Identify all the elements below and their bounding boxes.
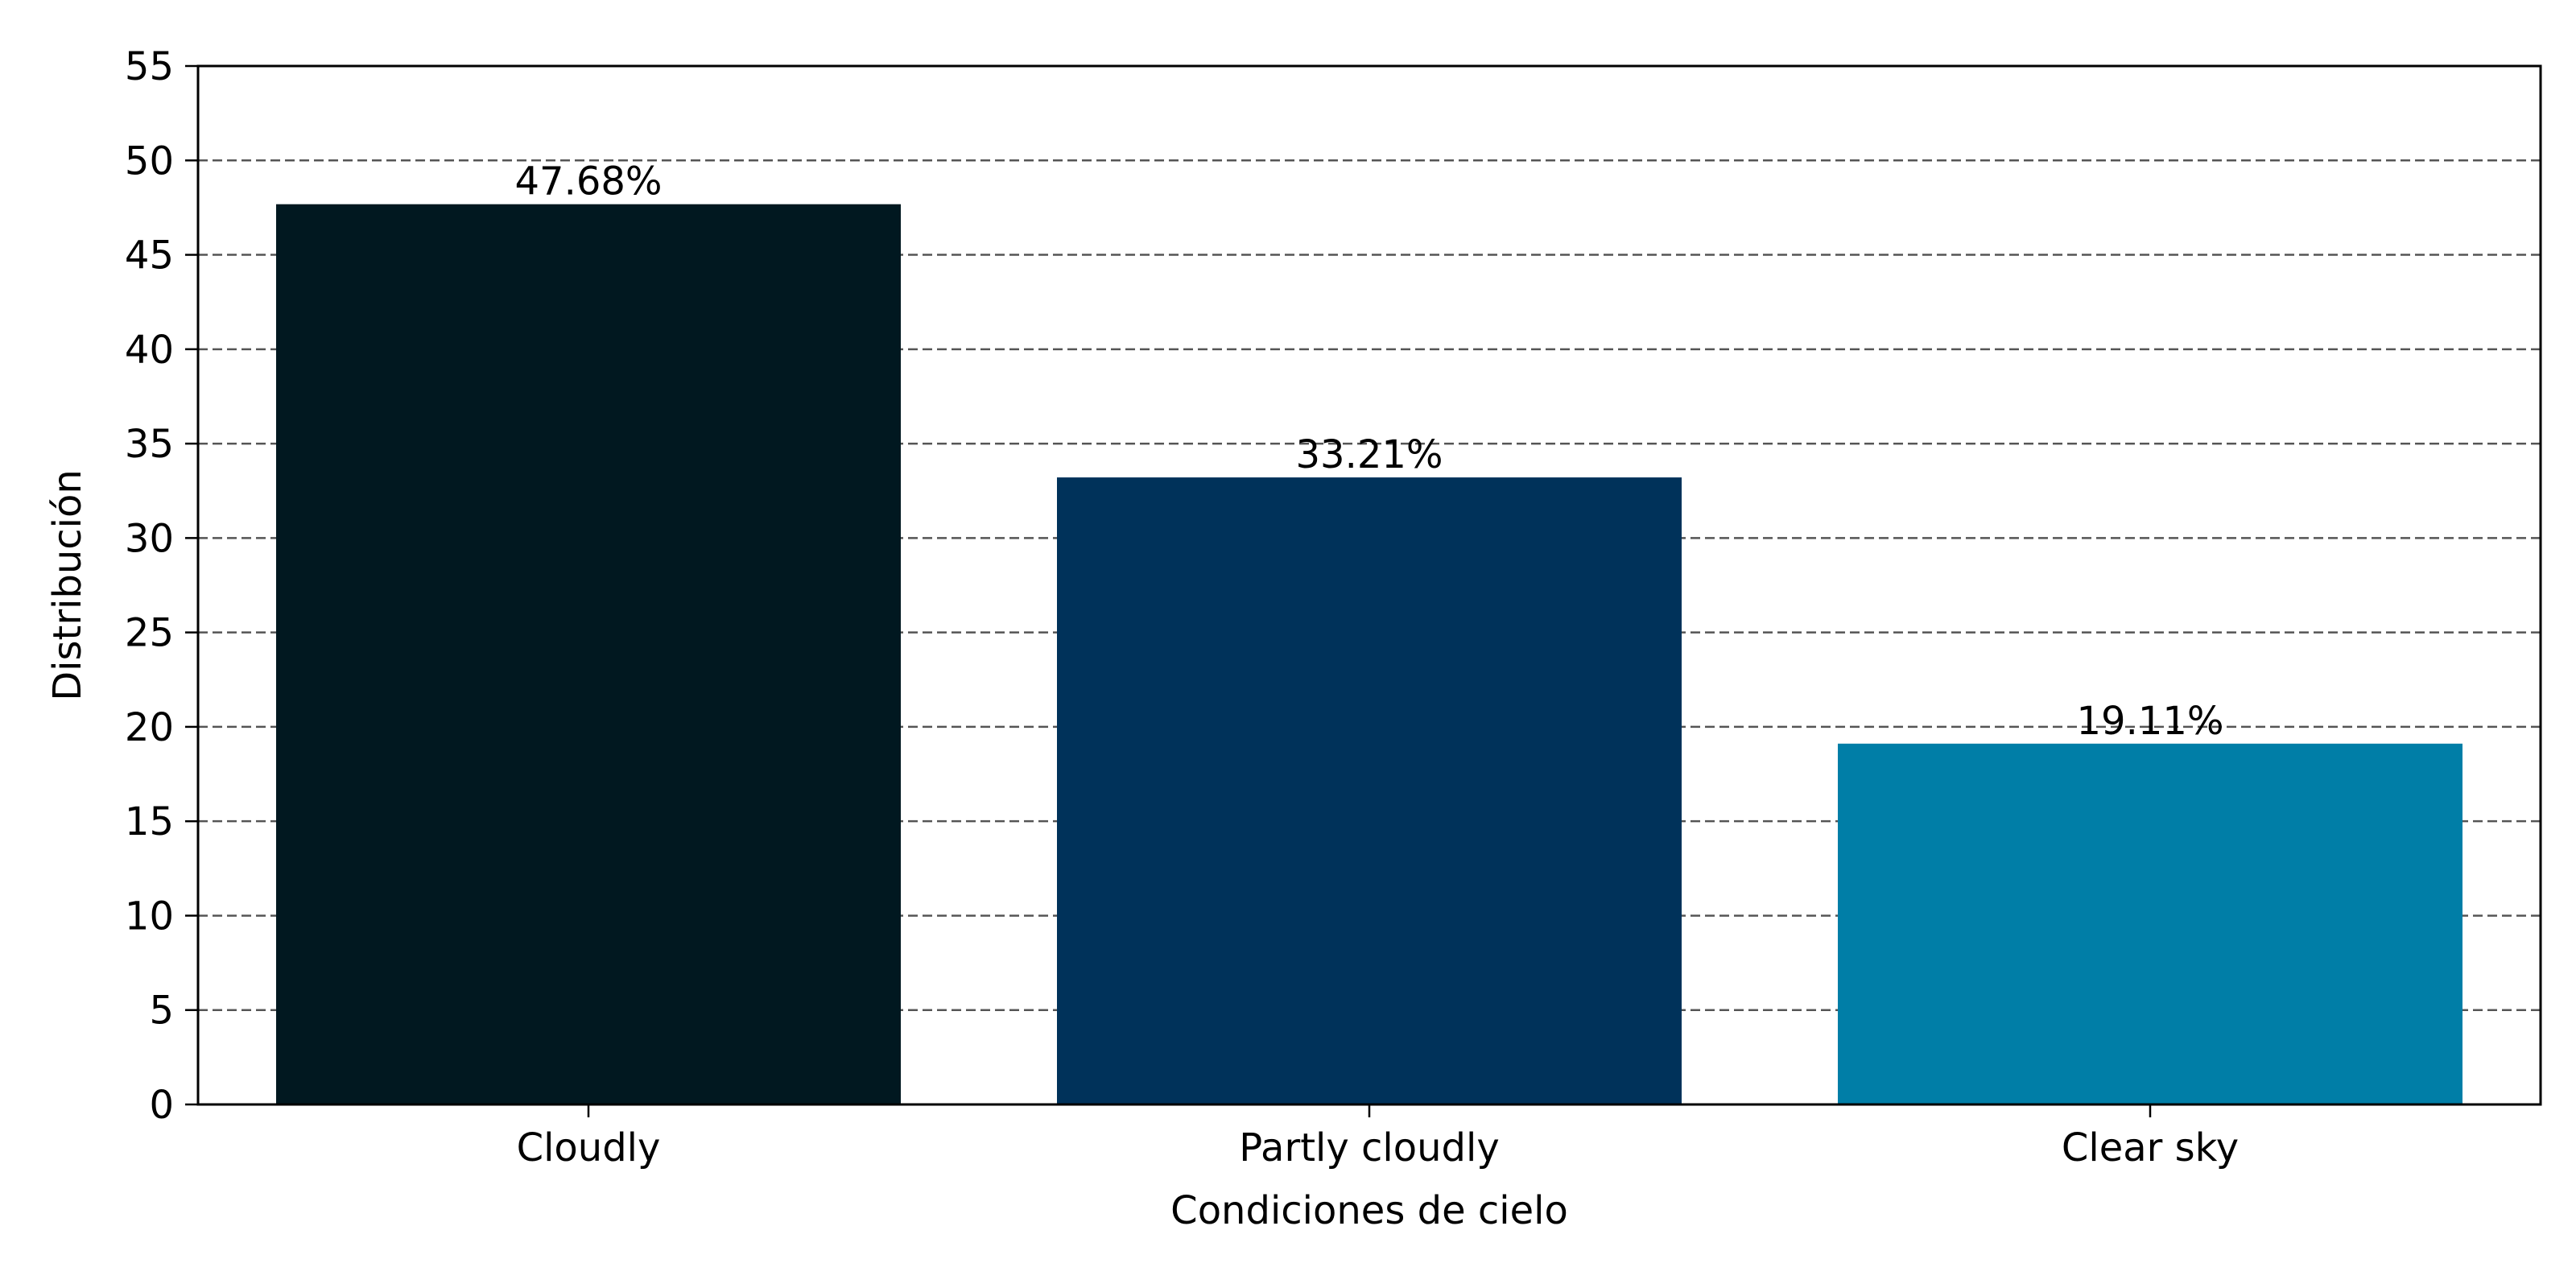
x-tick-label: Partly cloudly — [1239, 1125, 1499, 1170]
data-label: 33.21% — [1295, 432, 1443, 477]
y-tick-label: 40 — [125, 328, 174, 373]
x-axis-label: Condiciones de cielo — [1170, 1188, 1568, 1233]
bar-partly-cloudly — [1057, 477, 1682, 1104]
bars-layer — [276, 204, 2462, 1105]
x-tick-label: Cloudly — [517, 1125, 661, 1170]
y-tick-label: 45 — [125, 233, 174, 279]
y-axis-label: Distribución — [45, 469, 90, 701]
y-tick-label: 50 — [125, 138, 174, 184]
bar-cloudly — [276, 204, 901, 1105]
y-tick-label: 5 — [149, 989, 174, 1034]
data-labels-layer: 47.68% 33.21% 19.11% — [514, 159, 2223, 744]
y-tick-label: 20 — [125, 705, 174, 750]
bar-clear-sky — [1838, 743, 2462, 1104]
y-axis: 0 5 10 15 20 25 30 35 40 45 50 55 — [125, 44, 198, 1128]
y-tick-label: 0 — [149, 1083, 174, 1128]
x-axis: Cloudly Partly cloudly Clear sky — [517, 1104, 2239, 1170]
y-tick-label: 35 — [125, 422, 174, 467]
y-tick-label: 25 — [125, 611, 174, 656]
y-tick-label: 30 — [125, 516, 174, 561]
y-tick-label: 15 — [125, 799, 174, 844]
data-label: 19.11% — [2076, 699, 2223, 744]
y-tick-label: 55 — [125, 44, 174, 89]
y-tick-label: 10 — [125, 894, 174, 939]
data-label: 47.68% — [514, 159, 662, 204]
x-tick-label: Clear sky — [2062, 1125, 2239, 1170]
